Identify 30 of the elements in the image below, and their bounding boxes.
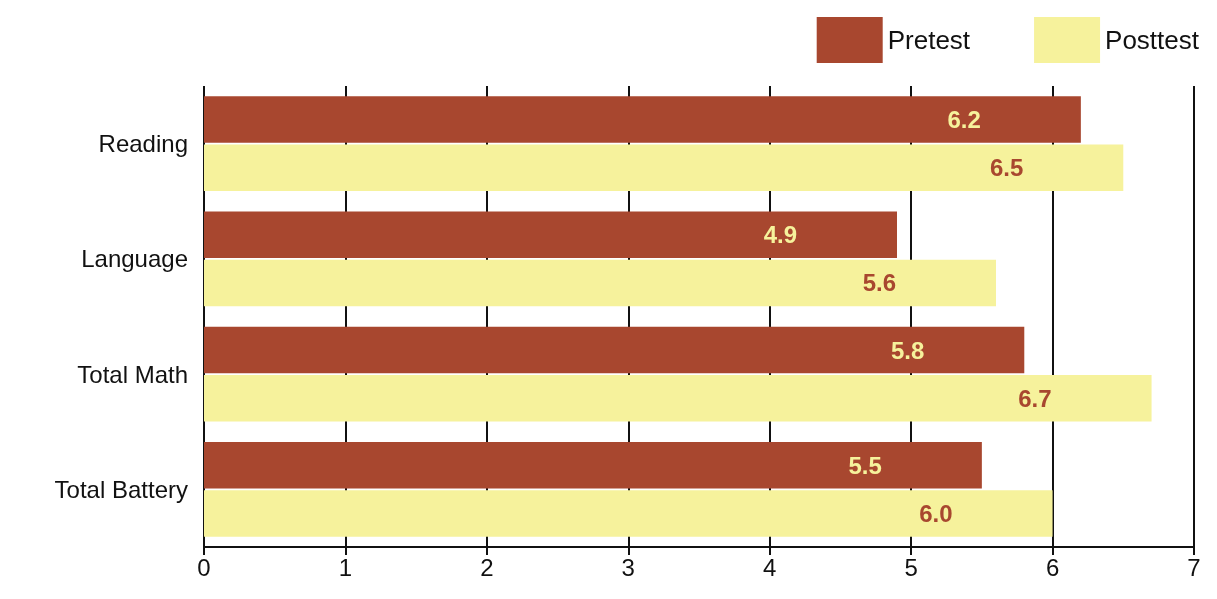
bar bbox=[204, 326, 1025, 374]
x-tick-label: 6 bbox=[1045, 553, 1060, 581]
legend-label: Posttest bbox=[1105, 25, 1200, 55]
x-tick-label: 2 bbox=[480, 553, 494, 581]
bar bbox=[204, 96, 1081, 143]
y-tick-label: Total Battery bbox=[54, 475, 188, 503]
bar bbox=[204, 490, 1053, 537]
data-label: 5.6 bbox=[862, 269, 896, 297]
x-tick-label: 4 bbox=[763, 553, 777, 581]
data-label: 4.9 bbox=[763, 221, 797, 249]
data-label: 6.7 bbox=[1018, 384, 1052, 412]
x-tick-label: 3 bbox=[621, 553, 635, 581]
data-label: 6.0 bbox=[919, 499, 953, 527]
data-label: 5.5 bbox=[848, 451, 882, 479]
bar bbox=[204, 442, 982, 489]
x-tick-label: 5 bbox=[904, 553, 918, 581]
data-label: 6.2 bbox=[947, 106, 981, 134]
legend-label: Pretest bbox=[887, 25, 971, 55]
y-tick-label: Total Math bbox=[77, 360, 188, 388]
bar bbox=[204, 259, 996, 307]
bar bbox=[204, 211, 897, 258]
x-tick-label: 0 bbox=[197, 553, 211, 581]
bar bbox=[204, 375, 1152, 422]
y-tick-label: Reading bbox=[98, 130, 188, 158]
y-tick-label: Language bbox=[81, 245, 188, 273]
x-tick-label: 7 bbox=[1187, 553, 1201, 581]
data-label: 6.5 bbox=[989, 154, 1024, 182]
x-tick-label: 1 bbox=[338, 553, 353, 581]
bar bbox=[204, 144, 1124, 191]
data-label: 5.8 bbox=[890, 336, 925, 364]
